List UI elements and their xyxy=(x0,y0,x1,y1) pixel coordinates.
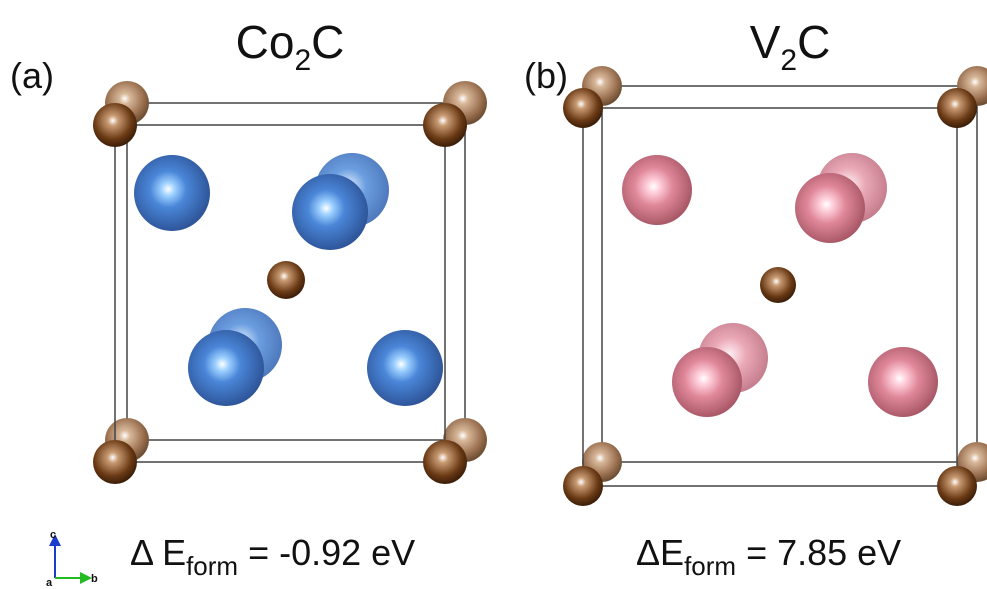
symbol: Δ E xyxy=(130,532,186,573)
axis-label: b xyxy=(91,573,98,585)
formation-energy: ΔEform = 7.85 eV xyxy=(636,532,901,581)
atom xyxy=(937,88,977,128)
atom xyxy=(795,173,865,243)
atom xyxy=(868,347,938,417)
atom xyxy=(93,103,137,147)
subscript: form xyxy=(186,551,238,581)
value: = -0.92 eV xyxy=(238,532,415,573)
axis-label: c xyxy=(50,529,56,541)
subscript: form xyxy=(684,551,736,581)
axis-indicator: c a b xyxy=(46,529,98,589)
atom xyxy=(563,88,603,128)
atom xyxy=(292,174,368,250)
structures xyxy=(93,66,987,506)
atom xyxy=(672,347,742,417)
atom xyxy=(188,330,264,406)
atom xyxy=(622,155,692,225)
atom xyxy=(134,155,210,231)
subscript: 2 xyxy=(294,44,311,77)
element: C xyxy=(797,16,830,68)
atom xyxy=(93,440,137,484)
atom xyxy=(937,466,977,506)
figure: (a) Co2C Δ Eform = -0.92 eV (b) V2C ΔEfo… xyxy=(0,0,987,589)
atom xyxy=(423,103,467,147)
atom xyxy=(367,330,443,406)
atom xyxy=(267,261,305,299)
panel-label: (b) xyxy=(524,55,568,96)
atom xyxy=(563,466,603,506)
element: Co xyxy=(236,16,295,68)
panel-label: (a) xyxy=(10,55,54,96)
formula: V2C xyxy=(750,16,831,77)
element: V xyxy=(750,16,781,68)
atom xyxy=(760,267,796,303)
value: = 7.85 eV xyxy=(736,532,901,573)
symbol: ΔE xyxy=(636,532,684,573)
formation-energy: Δ Eform = -0.92 eV xyxy=(130,532,415,581)
formula: Co2C xyxy=(236,16,345,77)
atom xyxy=(423,440,467,484)
element: C xyxy=(311,16,344,68)
subscript: 2 xyxy=(780,44,797,77)
axis-label: a xyxy=(46,577,53,589)
